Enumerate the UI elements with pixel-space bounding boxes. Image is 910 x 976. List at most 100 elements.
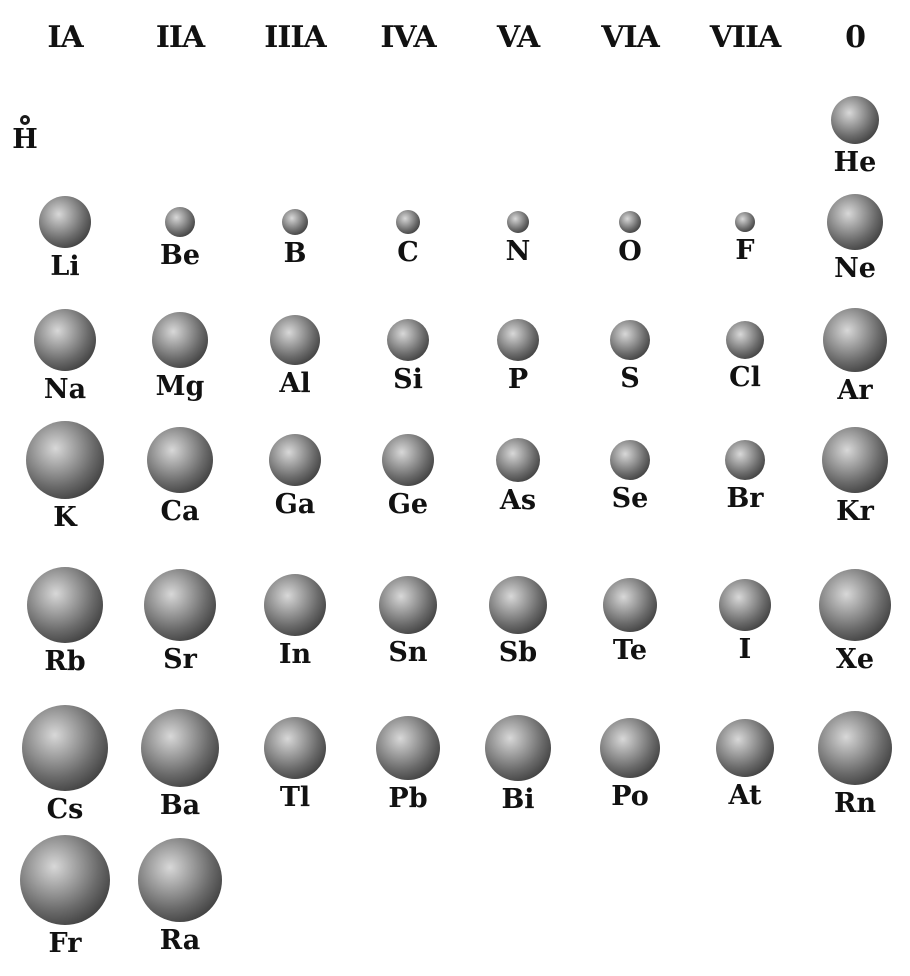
atom-k: K (10, 421, 120, 533)
element-symbol: As (499, 485, 537, 516)
atom-br: Br (690, 440, 800, 514)
atom-sr: Sr (125, 569, 235, 675)
atom-sphere-icon (379, 576, 437, 634)
element-symbol: Sb (498, 637, 538, 668)
atom-ra: Ra (125, 838, 235, 956)
element-symbol: B (283, 238, 307, 269)
atom-be: Be (125, 207, 235, 271)
atom-sphere-icon (387, 319, 429, 361)
element-symbol: Bi (501, 784, 535, 815)
atom-sphere-icon (831, 96, 879, 144)
element-symbol: Ga (274, 489, 316, 520)
atom-sphere-icon (600, 718, 660, 778)
atom-sphere-icon (264, 717, 326, 779)
element-symbol: O (618, 236, 642, 267)
element-symbol: Fr (48, 928, 82, 959)
atom-mg: Mg (125, 312, 235, 402)
atom-sphere-icon (603, 578, 657, 632)
atom-f: F (690, 212, 800, 266)
atom-sphere-icon (619, 211, 641, 233)
element-symbol: Br (726, 483, 764, 514)
atom-ge: Ge (353, 434, 463, 520)
atom-as: As (463, 438, 573, 516)
atom-ar: Ar (800, 308, 910, 406)
atom-sphere-icon (485, 715, 551, 781)
element-symbol: Sr (163, 644, 197, 675)
atom-cl: Cl (690, 321, 800, 393)
atom-sn: Sn (353, 576, 463, 668)
atom-sphere-icon (610, 440, 650, 480)
atom-sphere-icon (382, 434, 434, 486)
atom-i: I (690, 579, 800, 665)
element-symbol: Be (160, 240, 200, 271)
element-symbol: Mg (155, 371, 205, 402)
atom-sphere-icon (823, 308, 887, 372)
atom-sphere-icon (376, 716, 440, 780)
atom-sphere-icon (165, 207, 195, 237)
atom-sphere-icon (818, 711, 892, 785)
element-symbol: Te (612, 635, 648, 666)
atom-sphere-icon (39, 196, 91, 248)
atom-n: N (463, 211, 573, 267)
element-symbol: Kr (836, 496, 874, 527)
element-symbol: F (735, 235, 755, 266)
element-symbol: Tl (279, 782, 311, 813)
atom-in: In (240, 574, 350, 670)
atom-sphere-icon (27, 567, 103, 643)
atom-pb: Pb (353, 716, 463, 814)
element-symbol: Ge (387, 489, 429, 520)
group-header-iva: IVA (380, 20, 436, 55)
element-symbol: Ar (837, 375, 873, 406)
element-symbol: Pb (388, 783, 428, 814)
atom-al: Al (240, 315, 350, 399)
atom-h: H (0, 115, 80, 155)
element-symbol: Sn (388, 637, 428, 668)
element-symbol: Po (611, 781, 649, 812)
atom-ne: Ne (800, 194, 910, 284)
atom-tl: Tl (240, 717, 350, 813)
element-symbol: N (505, 236, 531, 267)
element-symbol: Xe (835, 644, 875, 675)
group-header-iia: IIA (155, 20, 205, 55)
atom-sphere-icon (489, 576, 547, 634)
atom-li: Li (10, 196, 120, 282)
atom-sphere-icon (735, 212, 755, 232)
atom-rb: Rb (10, 567, 120, 677)
atom-sphere-icon (270, 315, 320, 365)
atom-xe: Xe (800, 569, 910, 675)
element-symbol: Ra (159, 925, 201, 956)
group-header-iiia: IIIA (264, 20, 326, 55)
atom-ga: Ga (240, 434, 350, 520)
atom-sphere-icon (264, 574, 326, 636)
element-symbol: He (833, 147, 877, 178)
atom-sphere-icon (20, 115, 30, 125)
element-symbol: I (738, 634, 752, 665)
atom-ca: Ca (125, 427, 235, 527)
atom-cs: Cs (10, 705, 120, 825)
atom-te: Te (575, 578, 685, 666)
atom-at: At (690, 719, 800, 811)
atom-rn: Rn (800, 711, 910, 819)
element-symbol: Ca (160, 496, 200, 527)
group-header-0: 0 (845, 20, 866, 55)
atom-sphere-icon (141, 709, 219, 787)
atom-po: Po (575, 718, 685, 812)
atom-sphere-icon (725, 440, 765, 480)
atom-ba: Ba (125, 709, 235, 821)
group-header-ia: IA (47, 20, 83, 55)
element-symbol: Na (43, 374, 87, 405)
atom-sphere-icon (282, 209, 308, 235)
atom-sphere-icon (22, 705, 108, 791)
atom-sphere-icon (507, 211, 529, 233)
element-symbol: Ne (834, 253, 876, 284)
atom-sphere-icon (819, 569, 891, 641)
group-header-via: VIA (601, 20, 660, 55)
atom-sphere-icon (496, 438, 540, 482)
element-symbol: Se (611, 483, 649, 514)
atom-sphere-icon (26, 421, 104, 499)
element-symbol: Ba (159, 790, 201, 821)
atom-sphere-icon (34, 309, 96, 371)
atom-sphere-icon (269, 434, 321, 486)
atom-sphere-icon (822, 427, 888, 493)
